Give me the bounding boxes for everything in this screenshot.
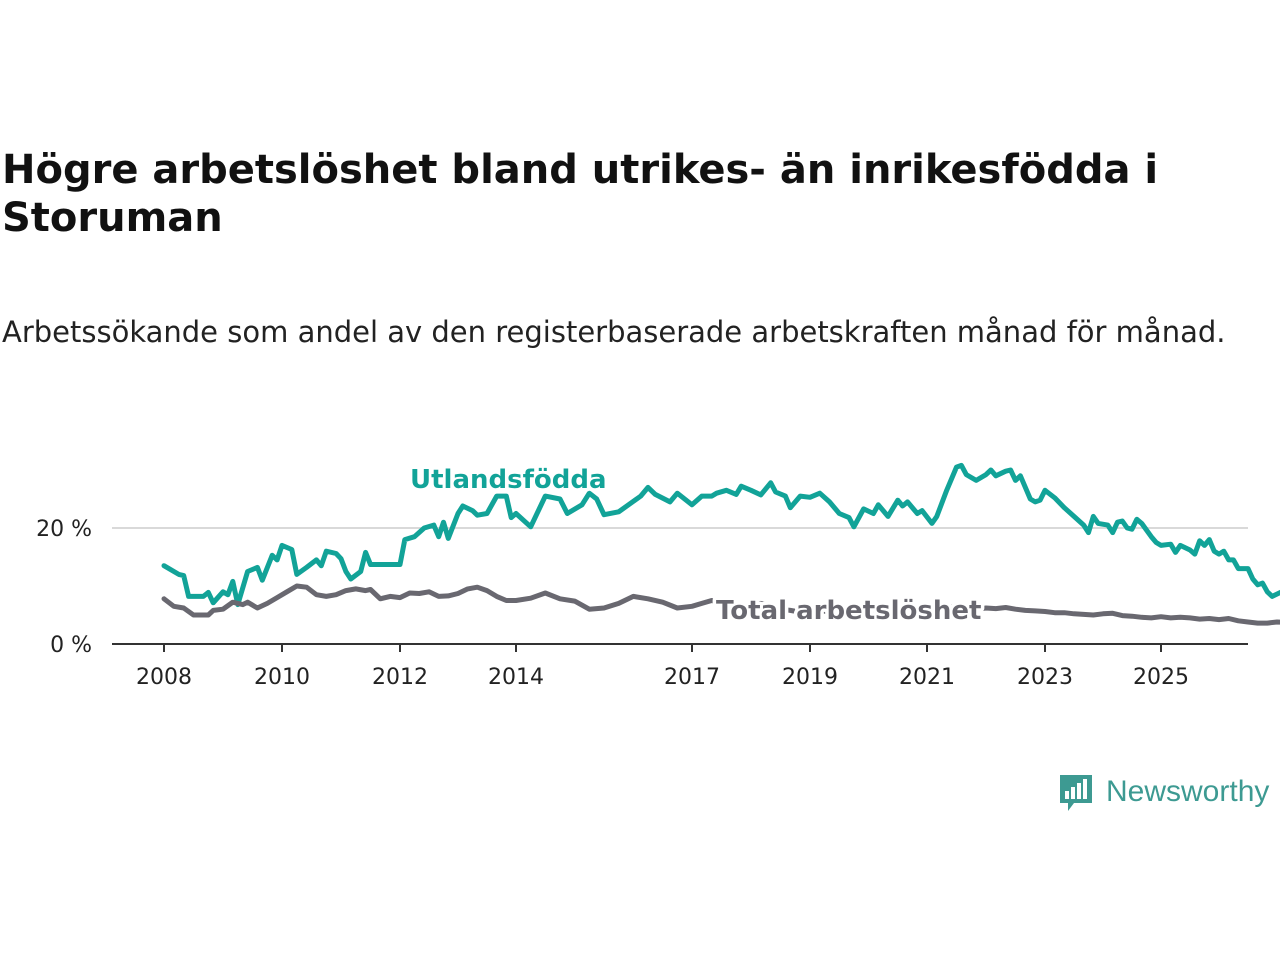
x-tick-label: 2014 xyxy=(488,665,544,690)
chart-title: Högre arbetslöshet bland utrikes- än inr… xyxy=(2,147,1159,241)
axes: 0 % 20 % 2008 2010 2012 2014 2017 2019 2021 2023 2… xyxy=(36,517,1248,690)
brand-name: Newsworthy xyxy=(1106,775,1270,808)
y-tick-label: 0 % xyxy=(50,633,92,658)
x-tick-label: 2008 xyxy=(136,665,192,690)
x-tick-label: 2019 xyxy=(782,665,838,690)
x-tick-label: 2017 xyxy=(664,665,720,690)
y-tick-label: 20 % xyxy=(36,517,92,542)
newsworthy-logo-icon xyxy=(1060,775,1092,811)
x-tick-label: 2023 xyxy=(1017,665,1073,690)
chart-subtitle: Arbetssökande som andel av den registerb… xyxy=(2,315,1226,349)
x-tick-label: 2025 xyxy=(1133,665,1189,690)
series-name-label: Total arbetslöshet xyxy=(716,596,981,626)
x-tick-label: 2010 xyxy=(254,665,310,690)
series-line-utlandsfodda xyxy=(161,462,1280,608)
newsworthy-logo: Newsworthy xyxy=(1058,773,1280,819)
series-name-label: Utlandsfödda xyxy=(410,465,607,495)
series-line-total xyxy=(161,583,1280,626)
series-lines xyxy=(161,462,1280,626)
x-tick-label: 2012 xyxy=(372,665,428,690)
x-tick-label: 2021 xyxy=(899,665,955,690)
